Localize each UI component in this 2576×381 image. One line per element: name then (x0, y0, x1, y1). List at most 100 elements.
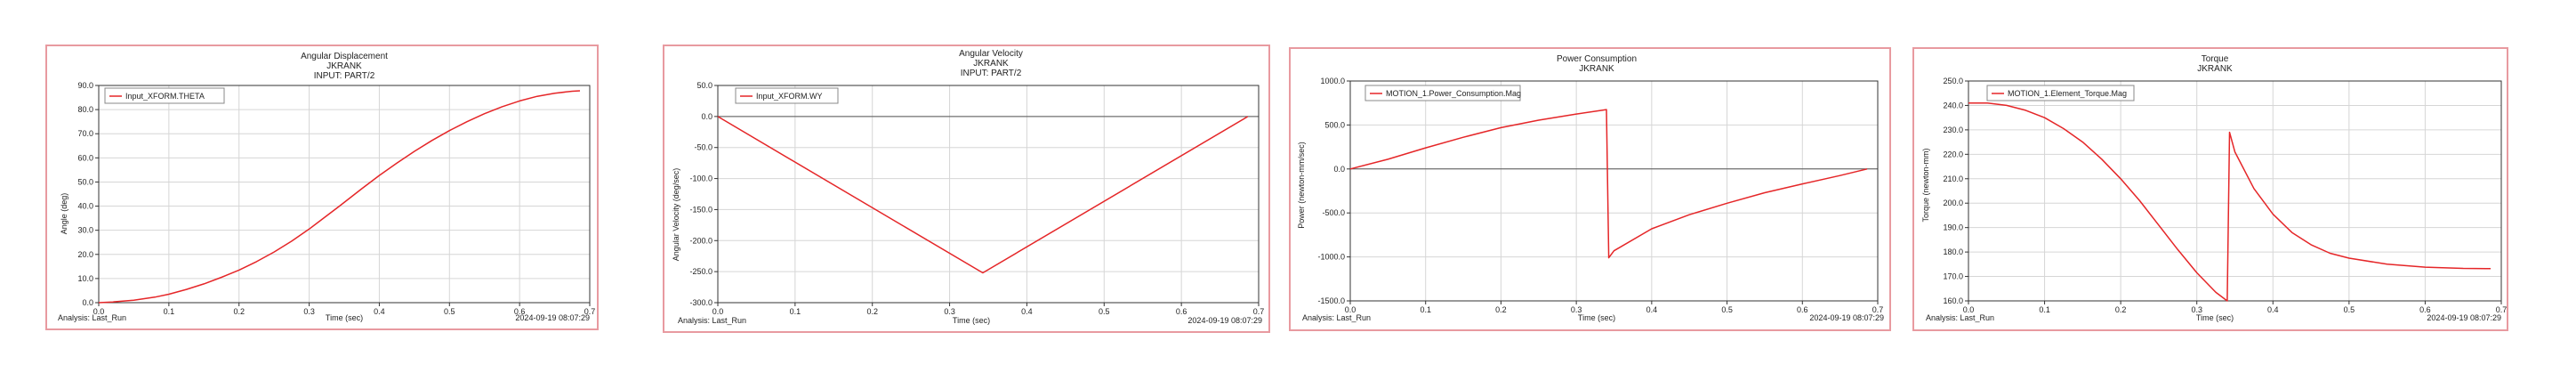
x-tick-label: 0.0 (1345, 305, 1356, 314)
y-tick-label: 60.0 (77, 153, 93, 162)
x-tick-label: 0.4 (374, 307, 385, 316)
x-tick-label: 0.2 (866, 307, 878, 316)
x-tick-label: 0.0 (712, 307, 724, 316)
y-axis-label: Torque (newton-mm) (1921, 148, 1930, 222)
y-tick-label: 20.0 (77, 250, 93, 259)
y-tick-label: 220.0 (1943, 150, 1963, 158)
chart-title-line-1: Torque (2202, 54, 2229, 64)
x-tick-label: 0.5 (444, 307, 455, 316)
y-tick-label: -100.0 (689, 174, 712, 183)
chart-title-line-3: INPUT: PART/2 (961, 69, 1022, 78)
chart-svg: Angular Displacement JKRANK INPUT: PART/… (58, 52, 596, 322)
y-tick-label: 70.0 (77, 129, 93, 138)
series-line (717, 116, 1249, 274)
y-tick-label: 250.0 (1943, 77, 1963, 85)
timestamp: 2024-09-19 08:07:29 (1809, 313, 1884, 322)
plot-frame (1968, 80, 2502, 302)
x-tick-label: 0.5 (1099, 307, 1110, 316)
chart-title-line-1: Angular Displacement (301, 52, 388, 61)
x-axis-label: Time (sec) (1578, 313, 1615, 322)
series-line (1349, 109, 1868, 259)
y-tick-label: 80.0 (77, 105, 93, 114)
plot-area: 0.0 0.1 0.2 0.3 0.4 0.5 0.6 0.7 160.0 170.0 180.0 1… (1943, 77, 2507, 314)
y-tick-label: 180.0 (1943, 247, 1963, 256)
x-tick-label: 0.2 (233, 307, 245, 316)
analysis-label: Analysis: Last_Run (1302, 313, 1371, 322)
x-tick-label: 0.1 (2039, 305, 2050, 314)
y-tick-label: -1000.0 (1317, 253, 1345, 262)
x-tick-label: 0.7 (584, 307, 596, 316)
x-tick-label: 0.0 (1963, 305, 1975, 314)
chart-panel-power-consumption: Power Consumption JKRANK 0.0 0.1 0.2 0.3 0.4… (1289, 47, 1891, 331)
chart-svg: Torque JKRANK 0.0 0.1 0.2 0.3 0.4 0.5 0.6 0.7 16… (1921, 54, 2507, 322)
y-tick-label: -200.0 (689, 236, 712, 245)
chart-title-line-2: JKRANK (2197, 64, 2233, 74)
y-tick-label: 500.0 (1324, 120, 1345, 129)
plot-background (1968, 81, 2501, 301)
x-tick-label: 0.1 (164, 307, 175, 316)
y-tick-label: 200.0 (1943, 199, 1963, 207)
analysis-label: Analysis: Last_Run (678, 316, 746, 325)
x-tick-label: 0.6 (1797, 305, 1808, 314)
x-tick-label: 0.1 (790, 307, 801, 316)
y-tick-label: 0.0 (1333, 165, 1345, 174)
x-tick-label: 0.3 (1571, 305, 1582, 314)
chart-svg: Angular Velocity JKRANK INPUT: PART/2 0.… (672, 49, 1264, 325)
chart-panel-angular-velocity: Angular Velocity JKRANK INPUT: PART/2 0.… (663, 45, 1270, 333)
legend-label: MOTION_1.Power_Consumption.Mag (1386, 89, 1521, 98)
plot-area: 0.0 0.1 0.2 0.3 0.4 0.5 0.6 0.7 -1500.0 -1000.0 -5… (1317, 77, 1883, 314)
x-tick-label: 0.2 (2115, 305, 2127, 314)
x-tick-label: 0.4 (1021, 307, 1033, 316)
y-tick-label: 170.0 (1943, 272, 1963, 281)
y-tick-label: -150.0 (689, 205, 712, 214)
x-tick-label: 0.3 (2191, 305, 2202, 314)
y-tick-label: 160.0 (1943, 296, 1963, 305)
chart-svg: Power Consumption JKRANK 0.0 0.1 0.2 0.3 0.4… (1297, 54, 1884, 322)
x-tick-label: 0.6 (514, 307, 526, 316)
legend-box (1364, 85, 1521, 101)
timestamp: 2024-09-19 08:07:29 (1187, 316, 1262, 325)
x-tick-label: 0.4 (2267, 305, 2279, 314)
chart-title-line-2: JKRANK (326, 61, 362, 71)
x-axis-label: Time (sec) (326, 313, 363, 322)
chart-title-line-1: Power Consumption (1557, 54, 1637, 64)
x-tick-label: 0.3 (944, 307, 955, 316)
x-tick-label: 0.5 (2344, 305, 2355, 314)
x-tick-label: 0.7 (2496, 305, 2507, 314)
legend: Input_XFORM.THETA (104, 87, 225, 104)
y-axis-label: Power (newton-mm/sec) (1297, 142, 1306, 229)
y-tick-label: -1500.0 (1317, 296, 1345, 305)
x-tick-label: 0.2 (1495, 305, 1507, 314)
y-tick-label: 10.0 (77, 274, 93, 283)
chart-panel-torque: Torque JKRANK 0.0 0.1 0.2 0.3 0.4 0.5 0.6 0.7 16… (1912, 47, 2508, 331)
y-tick-label: 30.0 (77, 226, 93, 235)
y-axis-label: Angular Velocity (deg/sec) (672, 168, 680, 262)
timestamp: 2024-09-19 08:07:29 (2427, 313, 2501, 322)
y-tick-label: -50.0 (694, 143, 712, 152)
y-tick-label: -250.0 (689, 267, 712, 276)
x-tick-label: 0.3 (303, 307, 315, 316)
y-tick-label: 240.0 (1943, 101, 1963, 109)
x-tick-label: 0.1 (1420, 305, 1431, 314)
legend-box (735, 87, 839, 104)
x-tick-label: 0.0 (93, 307, 105, 316)
plot-background (718, 85, 1259, 303)
analysis-label: Analysis: Last_Run (1926, 313, 1994, 322)
chart-title-line-2: JKRANK (1579, 64, 1614, 74)
plot-background (1350, 81, 1878, 301)
y-tick-label: 190.0 (1943, 223, 1963, 232)
plot-background (99, 85, 590, 303)
series-line (98, 90, 581, 304)
x-tick-label: 0.4 (1646, 305, 1658, 314)
legend-label: Input_XFORM.WY (756, 92, 823, 101)
x-tick-label: 0.6 (1176, 307, 1187, 316)
x-tick-label: 0.6 (2419, 305, 2431, 314)
legend-label: Input_XFORM.THETA (125, 92, 205, 101)
series-line (1968, 101, 2491, 302)
y-tick-label: 40.0 (77, 202, 93, 211)
x-tick-label: 0.5 (1721, 305, 1733, 314)
x-tick-label: 0.7 (1872, 305, 1884, 314)
y-axis-label: Angle (deg) (60, 193, 68, 235)
plot-frame (717, 85, 1260, 304)
legend: MOTION_1.Element_Torque.Mag (1986, 85, 2135, 101)
